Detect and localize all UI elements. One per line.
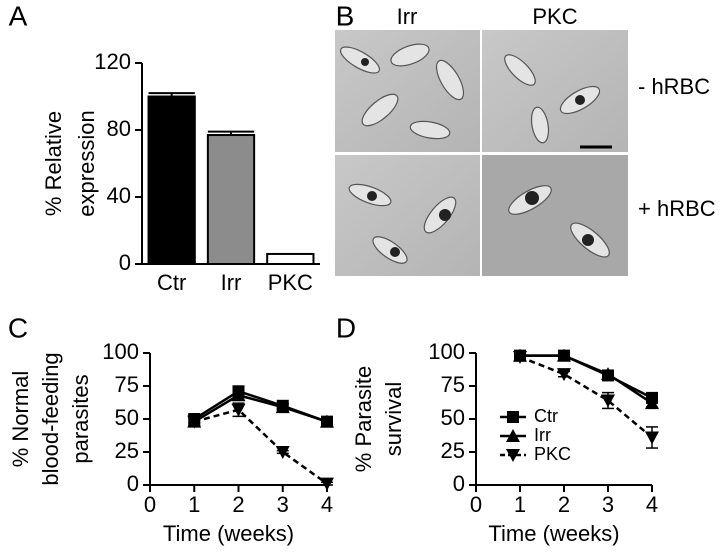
y-tick-label: 75: [115, 372, 139, 397]
y-tick-label: 75: [441, 372, 465, 397]
marker: [645, 431, 659, 445]
legend-label: Irr: [534, 425, 551, 445]
y-tick-label: 100: [102, 339, 139, 364]
cells: [339, 43, 610, 264]
bar: [206, 134, 256, 265]
series-line: [193, 393, 328, 423]
bar: [266, 252, 315, 265]
legend-marker: [506, 449, 520, 462]
series-line: [520, 354, 653, 405]
marker: [601, 394, 615, 408]
y-axis-label: blood-feeding: [38, 352, 63, 485]
legend-label: PKC: [534, 444, 571, 464]
x-axis-label: Time (weeks): [488, 521, 619, 546]
x-tick-label: Ctr: [157, 270, 186, 295]
marker: [557, 368, 571, 382]
y-tick-label: 0: [119, 250, 131, 275]
y-axis-label: % Normal: [8, 371, 33, 468]
legend-marker: [507, 411, 519, 423]
x-axis-label: Time (weeks): [163, 521, 294, 546]
legend-marker: [506, 429, 520, 442]
y-tick-label: 0: [127, 471, 139, 496]
marker: [231, 403, 246, 417]
micrograph: [482, 30, 628, 152]
panel-letter: B: [336, 0, 355, 31]
marker: [320, 414, 334, 428]
marker: [601, 367, 615, 381]
x-tick-label: 3: [602, 492, 614, 517]
y-tick-label: 80: [107, 116, 131, 141]
marker: [557, 348, 571, 362]
marker: [645, 396, 659, 410]
column-label: Irr: [397, 4, 418, 29]
x-tick-label: 0: [470, 492, 482, 517]
marker: [320, 477, 334, 491]
x-tick-label: 2: [232, 492, 244, 517]
bar: [147, 95, 196, 265]
y-tick-label: 0: [453, 471, 465, 496]
y-tick-label: 100: [428, 339, 465, 364]
marker: [231, 388, 246, 402]
marker: [275, 400, 290, 414]
legend-label: Ctr: [534, 406, 558, 426]
y-axis-label: survival: [381, 382, 406, 457]
y-axis-label: parasites: [68, 374, 93, 463]
y-tick-label: 50: [441, 405, 465, 430]
row-label: + hRBC: [638, 196, 716, 221]
panel-b-images: [335, 30, 628, 276]
x-tick-label: PKC: [268, 270, 313, 295]
x-tick-label: 4: [646, 492, 658, 517]
y-axis-label: % Relative: [41, 111, 66, 216]
micrograph: [335, 155, 480, 276]
y-axis-label: expression: [74, 110, 99, 216]
x-tick-label: 1: [188, 492, 200, 517]
y-tick-label: 40: [107, 183, 131, 208]
marker: [513, 350, 527, 364]
x-tick-label: 2: [558, 492, 570, 517]
x-tick-label: 3: [277, 492, 289, 517]
y-tick-label: 50: [115, 405, 139, 430]
y-tick-label: 25: [441, 438, 465, 463]
column-label: PKC: [532, 4, 577, 29]
cell-contents: [361, 58, 594, 257]
marker: [187, 415, 202, 429]
x-tick-label: 1: [514, 492, 526, 517]
micrograph: [482, 155, 628, 276]
series-line: [519, 355, 653, 439]
y-tick-label: 120: [94, 49, 131, 74]
marker: [275, 446, 290, 459]
panel-letter: C: [8, 312, 28, 343]
panel-letter: D: [336, 312, 356, 343]
x-tick-label: 0: [144, 492, 156, 517]
series-line: [193, 408, 328, 485]
panel-letter: A: [9, 0, 28, 31]
row-label: - hRBC: [638, 74, 710, 99]
y-tick-label: 25: [115, 438, 139, 463]
x-tick-label: Irr: [221, 270, 242, 295]
x-tick-label: 4: [321, 492, 333, 517]
y-axis-label: % Parasite: [351, 366, 376, 472]
